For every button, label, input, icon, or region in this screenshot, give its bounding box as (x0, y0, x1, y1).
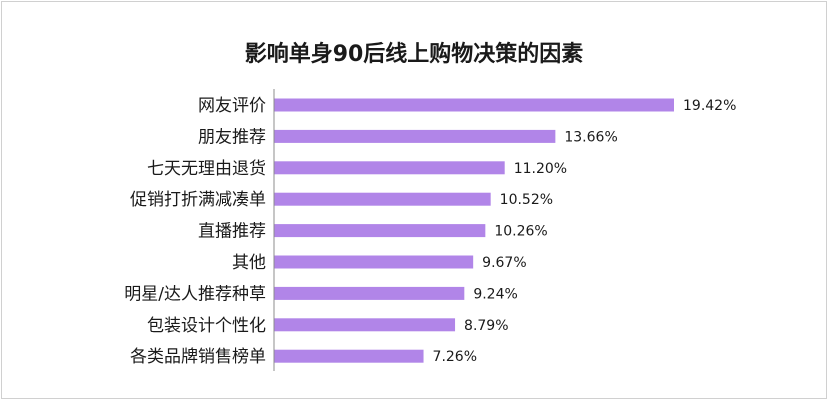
bar-5 (274, 255, 474, 269)
category-label-4: 直播推荐 (198, 222, 266, 242)
category-label-7: 包装设计个性化 (147, 316, 266, 336)
bar-0 (274, 98, 674, 112)
value-label-3: 10.52% (500, 192, 553, 208)
bar-7 (274, 318, 456, 332)
chart-title: 影响单身90后线上购物决策的因素 (244, 42, 584, 67)
bar-4 (274, 224, 486, 238)
category-label-5: 其他 (232, 253, 266, 273)
bar-2 (274, 161, 505, 175)
value-label-2: 11.20% (514, 161, 567, 177)
bar-1 (274, 129, 556, 143)
value-label-4: 10.26% (494, 224, 547, 240)
bar-6 (274, 286, 465, 300)
value-label-1: 13.66% (564, 129, 617, 145)
value-label-8: 7.26% (433, 349, 477, 365)
bars-group (274, 98, 674, 363)
category-label-6: 明星/达人推荐种草 (124, 284, 266, 304)
value-label-5: 9.67% (482, 255, 526, 271)
bar-8 (274, 349, 424, 363)
bar-3 (274, 192, 491, 206)
category-labels-group: 网友评价朋友推荐七天无理由退货促销打折满减凑单直播推荐其他明星/达人推荐种草包装… (124, 96, 266, 367)
category-label-2: 七天无理由退货 (147, 159, 266, 179)
category-label-3: 促销打折满减凑单 (130, 190, 266, 210)
value-label-6: 9.24% (473, 286, 517, 302)
value-labels-group: 19.42% 13.66% 11.20% 10.52% 10.26% 9.67% 9.24%… (433, 98, 737, 365)
category-label-0: 网友评价 (198, 96, 266, 116)
category-label-8: 各类品牌销售榜单 (130, 347, 266, 367)
value-label-7: 8.79% (464, 318, 508, 334)
value-label-0: 19.42% (683, 98, 736, 114)
category-label-1: 朋友推荐 (198, 127, 266, 147)
